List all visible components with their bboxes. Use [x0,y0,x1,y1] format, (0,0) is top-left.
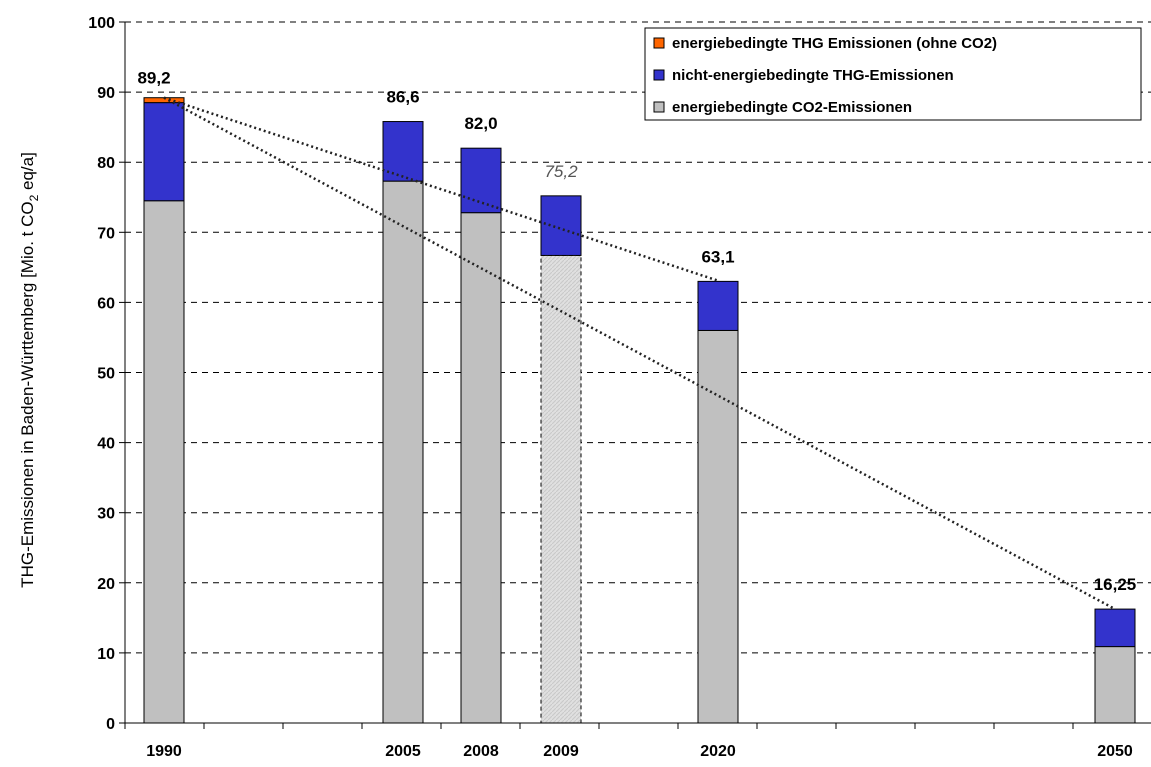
bar-2020-series-1 [697,280,739,331]
y-axis-label-unit: eq/a] [18,152,37,195]
legend-swatch-ohne-co2 [653,37,665,49]
bar-2008-series-0 [460,212,502,724]
y-tick-label-100: 100 [88,15,115,32]
y-tick-label-0: 0 [106,716,115,733]
data-label-2020: 63,1 [701,247,734,266]
bar-2008-series-1 [460,147,502,214]
data-label-2005: 86,6 [386,88,419,107]
trend-layer [163,96,1116,611]
y-tick-label-10: 10 [97,646,115,663]
legend-box [644,27,1142,121]
legend: energiebedingte THG Emissionen (ohne CO2… [644,27,1142,121]
grid-layer [125,21,1151,654]
trend-line-1 [163,96,1116,611]
legend-swatch-energie-co2 [653,101,665,113]
bar-1990-series-0 [143,200,185,724]
y-axis-label: THG-Emissionen in Baden-Württemberg [Mio… [18,152,41,588]
data-label-2009: 75,2 [544,162,578,181]
x-tick-label-1990: 1990 [146,743,182,760]
bar-layer [143,97,1136,724]
data-label-2050: 16,25 [1094,575,1137,594]
bar-2009-series-0 [540,254,582,724]
data-label-1990: 89,2 [137,69,170,88]
label-layer: 89,2 86,6 82,0 75,2 63,1 16,25 [137,69,1136,594]
bar-1990-series-1 [143,102,185,202]
y-tick-label-90: 90 [97,85,115,102]
legend-swatch-nicht-energie [653,69,665,81]
legend-label-nicht-energie: nicht-energiebedingte THG-Emissionen [672,67,954,84]
y-axis-label-subscript: 2 [27,194,41,201]
legend-label-ohne-co2: energiebedingte THG Emissionen (ohne CO2… [672,35,997,52]
bar-2005-series-0 [382,180,424,724]
axis-layer: 0 10 20 30 40 50 60 70 80 90 100 1990 2005 2008 2009 20… [88,15,1151,760]
x-tick-label-2009: 2009 [543,743,579,760]
bar-2009-series-1 [540,195,582,256]
y-tick-label-80: 80 [97,155,115,172]
y-axis-label-main: THG-Emissionen in Baden-Württemberg [Mio… [18,201,37,587]
y-tick-label-40: 40 [97,436,115,453]
x-tick-label-2020: 2020 [700,743,736,760]
bar-2050-series-1 [1094,608,1136,648]
x-tick-label-2005: 2005 [385,743,421,760]
y-tick-label-20: 20 [97,576,115,593]
trend-line-0 [163,96,719,282]
bar-2050-series-0 [1094,646,1136,724]
legend-label-energie-co2: energiebedingte CO2-Emissionen [672,99,912,116]
y-tick-label-50: 50 [97,366,115,383]
x-tick-label-2008: 2008 [463,743,499,760]
y-tick-label-30: 30 [97,506,115,523]
bar-2020-series-0 [697,329,739,724]
y-tick-label-70: 70 [97,225,115,242]
y-tick-label-60: 60 [97,295,115,312]
bar-2005-series-1 [382,121,424,182]
x-tick-label-2050: 2050 [1097,743,1133,760]
data-label-2008: 82,0 [464,114,497,133]
